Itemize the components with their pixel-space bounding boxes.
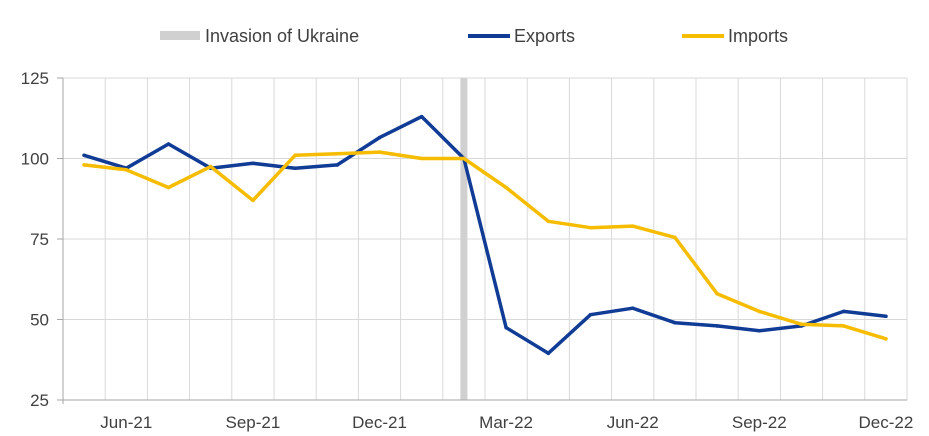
data-point-imports [462, 156, 466, 161]
data-point-imports [757, 309, 762, 314]
legend-label-imports: Imports [728, 26, 788, 46]
data-point-exports [377, 135, 382, 140]
x-tick-label: Sep-21 [225, 413, 280, 432]
data-point-imports [841, 324, 846, 328]
legend-item-event: Invasion of Ukraine [160, 26, 359, 46]
legend-item-imports: Imports [682, 26, 788, 46]
data-point-imports [799, 322, 804, 327]
x-tick-label: Dec-22 [858, 413, 913, 432]
data-point-exports [335, 163, 340, 167]
x-tick-label: Jun-21 [100, 413, 152, 432]
legend-swatch-event [160, 31, 200, 40]
data-point-imports [293, 153, 297, 158]
data-point-exports [293, 166, 297, 170]
data-point-exports [588, 312, 593, 317]
gridlines [63, 77, 908, 400]
legend-item-exports: Exports [468, 26, 575, 46]
legend-label-exports: Exports [514, 26, 575, 46]
data-point-imports [630, 224, 635, 228]
data-point-exports [757, 328, 762, 333]
data-point-imports [419, 156, 424, 161]
data-point-imports [673, 235, 677, 240]
tick-labels: 25 50 75 100 125 Jun-21 Sep-21 Dec-21 Mar-22 Jun-… [21, 69, 914, 432]
x-tick-label: Dec-21 [352, 413, 407, 432]
data-point-exports [841, 309, 846, 314]
y-tick-label: 100 [21, 150, 49, 169]
legend: Invasion of Ukraine Exports Imports [160, 26, 788, 46]
data-point-imports [166, 185, 171, 190]
data-point-imports [208, 164, 213, 169]
data-point-imports [124, 167, 129, 172]
data-point-imports [504, 185, 508, 190]
series-line-imports [82, 150, 888, 341]
data-point-imports [377, 150, 382, 154]
y-tick-label: 25 [30, 391, 49, 410]
series-layer [82, 114, 888, 356]
legend-label-event: Invasion of Ukraine [205, 26, 359, 46]
x-tick-label: Jun-22 [607, 413, 659, 432]
data-point-exports [166, 142, 171, 146]
data-point-imports [335, 151, 340, 156]
data-point-exports [715, 324, 719, 328]
data-point-imports [884, 337, 888, 341]
axes [57, 77, 907, 404]
y-tick-label: 75 [30, 230, 49, 249]
event-layer [460, 78, 468, 400]
x-tick-label: Sep-22 [732, 413, 787, 432]
data-point-exports [251, 161, 255, 166]
data-point-imports [715, 291, 719, 296]
data-point-exports [673, 320, 677, 325]
data-point-imports [546, 219, 551, 224]
y-tick-label: 125 [21, 69, 49, 88]
data-point-imports [251, 198, 255, 203]
y-tick-label: 50 [30, 311, 49, 330]
data-point-exports [630, 306, 635, 311]
data-point-exports [884, 314, 888, 319]
series-line-exports [82, 114, 888, 356]
data-point-exports [504, 325, 508, 330]
x-tick-label: Mar-22 [479, 413, 533, 432]
data-point-imports [588, 225, 593, 230]
data-point-exports [546, 351, 551, 356]
data-point-imports [82, 163, 86, 167]
event-band-invasion [460, 78, 468, 400]
data-point-exports [82, 153, 86, 158]
data-point-exports [419, 114, 424, 119]
